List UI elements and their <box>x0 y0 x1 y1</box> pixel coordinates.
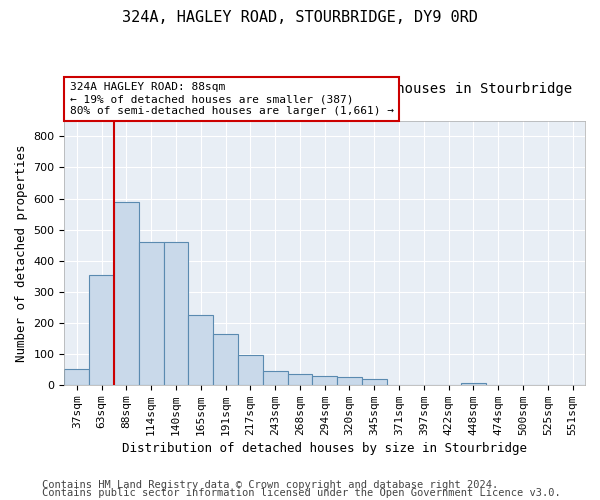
Bar <box>263 371 287 385</box>
Text: Contains public sector information licensed under the Open Government Licence v3: Contains public sector information licen… <box>42 488 561 498</box>
Y-axis label: Number of detached properties: Number of detached properties <box>15 144 28 362</box>
Bar <box>188 315 213 385</box>
Bar <box>213 334 238 385</box>
Bar <box>313 376 337 385</box>
Bar <box>337 377 362 385</box>
Bar <box>362 378 386 385</box>
Text: 324A, HAGLEY ROAD, STOURBRIDGE, DY9 0RD: 324A, HAGLEY ROAD, STOURBRIDGE, DY9 0RD <box>122 10 478 25</box>
Bar <box>89 274 114 385</box>
Bar <box>164 242 188 385</box>
Bar <box>287 374 313 385</box>
Bar <box>238 356 263 385</box>
Text: 324A HAGLEY ROAD: 88sqm
← 19% of detached houses are smaller (387)
80% of semi-d: 324A HAGLEY ROAD: 88sqm ← 19% of detache… <box>70 82 394 116</box>
Title: Size of property relative to detached houses in Stourbridge: Size of property relative to detached ho… <box>77 82 572 96</box>
Bar <box>139 242 164 385</box>
X-axis label: Distribution of detached houses by size in Stourbridge: Distribution of detached houses by size … <box>122 442 527 455</box>
Text: Contains HM Land Registry data © Crown copyright and database right 2024.: Contains HM Land Registry data © Crown c… <box>42 480 498 490</box>
Bar <box>114 202 139 385</box>
Bar <box>461 384 486 385</box>
Bar <box>64 370 89 385</box>
